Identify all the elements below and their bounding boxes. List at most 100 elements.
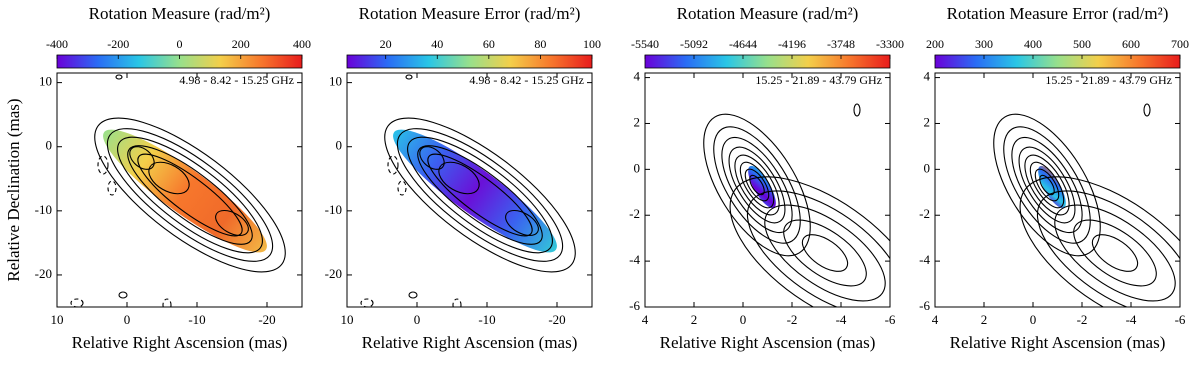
- contour: [1011, 136, 1083, 234]
- x-tick-label: -10: [188, 312, 205, 327]
- rm-region: [103, 129, 267, 253]
- y-tick-label: -10: [35, 202, 52, 217]
- y-tick-label: 4: [924, 69, 931, 84]
- colorbar: [934, 54, 1181, 69]
- panel-title: Rotation Measure (rad/m²): [677, 4, 859, 23]
- y-tick-label: 2: [634, 114, 641, 129]
- contour: [360, 298, 374, 307]
- x-axis-label: Relative Right Ascension (mas): [72, 333, 288, 352]
- colorbar: [644, 54, 891, 69]
- y-tick-label: -20: [325, 266, 342, 281]
- contour: [107, 180, 117, 196]
- y-tick-label: -10: [325, 202, 342, 217]
- x-axis-label: Relative Right Ascension (mas): [660, 333, 876, 352]
- colorbar-tick-label: 60: [483, 37, 495, 51]
- x-tick-label: 4: [932, 312, 939, 327]
- contour: [397, 180, 407, 196]
- contour: [117, 136, 263, 254]
- x-tick-label: 0: [414, 312, 421, 327]
- contour: [739, 161, 775, 209]
- y-tick-label: 10: [39, 74, 52, 89]
- y-tick-label: -2: [629, 206, 640, 221]
- contour: [1029, 161, 1065, 209]
- colorbar-tick-label: 600: [1122, 37, 1140, 51]
- contour: [162, 298, 172, 307]
- y-tick-label: 0: [634, 160, 641, 175]
- contour: [407, 136, 553, 254]
- contour: [215, 209, 249, 237]
- colorbar-tick-label: 700: [1171, 37, 1189, 51]
- contour: [744, 168, 770, 202]
- x-tick-label: -4: [1126, 312, 1137, 327]
- contour: [127, 145, 253, 245]
- contour: [94, 117, 286, 273]
- x-tick-label: 10: [51, 312, 64, 327]
- x-tick-label: 0: [740, 312, 747, 327]
- map: [703, 103, 890, 307]
- contour: [1019, 176, 1180, 307]
- contour: [452, 298, 462, 307]
- contour: [749, 174, 765, 196]
- contour: [408, 291, 418, 299]
- contour: [801, 234, 849, 272]
- contour: [853, 103, 861, 117]
- panel: Rotation Measure (rad/m²) -5540 -5092 -4644…: [629, 4, 904, 352]
- contour: [137, 153, 243, 237]
- colorbar-tick-label: 80: [534, 37, 546, 51]
- colorbar-tick-label: -3748: [827, 37, 855, 51]
- y-tick-label: 4: [634, 69, 641, 84]
- panel: Rotation Measure Error (rad/m²)200 300 400…: [919, 4, 1189, 352]
- colorbar-tick-label: -400: [46, 37, 68, 51]
- panel: Rotation Measure (rad/m²)-400 -200 0 200 400…: [4, 4, 311, 352]
- y-tick-label: 0: [46, 138, 53, 153]
- colorbar-tick-label: 400: [1024, 37, 1042, 51]
- colorbar-tick-label: -5540: [631, 37, 659, 51]
- y-tick-label: 10: [329, 74, 342, 89]
- colorbar-tick-label: -200: [107, 37, 129, 51]
- contour: [783, 219, 867, 287]
- plot-frame: [934, 72, 1181, 308]
- contour: [721, 136, 793, 234]
- contour: [115, 74, 123, 80]
- x-tick-label: -20: [258, 312, 275, 327]
- contour: [129, 146, 155, 170]
- map: [360, 74, 576, 307]
- y-axis-label: Relative Declination (mas): [4, 98, 23, 281]
- y-tick-label: -6: [919, 298, 930, 313]
- contour: [405, 74, 413, 80]
- panel-title: Rotation Measure Error (rad/m²): [359, 4, 581, 23]
- colorbar-tick-label: 400: [293, 37, 311, 51]
- frequency-annotation: 15.25 - 21.89 - 43.79 GHz: [1045, 73, 1172, 87]
- x-tick-label: -4: [836, 312, 847, 327]
- colorbar-tick-label: 100: [583, 37, 601, 51]
- contour: [729, 176, 890, 307]
- colorbar: [346, 54, 593, 69]
- contour: [438, 161, 480, 195]
- contour: [427, 153, 533, 237]
- x-axis-label: Relative Right Ascension (mas): [950, 333, 1166, 352]
- contour: [70, 298, 84, 307]
- map: [70, 74, 286, 307]
- colorbar-tick-label: 300: [975, 37, 993, 51]
- contour: [1143, 103, 1151, 117]
- x-tick-label: -6: [885, 312, 896, 327]
- colorbar-tick-label: -5092: [680, 37, 708, 51]
- frequency-annotation: 4.98 - 8.42 - 15.25 GHz: [179, 73, 294, 87]
- colorbar-tick-label: 0: [177, 37, 183, 51]
- x-axis-label: Relative Right Ascension (mas): [362, 333, 578, 352]
- contour: [728, 146, 786, 224]
- rm-region: [393, 129, 557, 253]
- plot-frame: [56, 72, 303, 308]
- contour: [746, 190, 890, 307]
- x-tick-label: -20: [548, 312, 565, 327]
- y-tick-label: -20: [35, 266, 52, 281]
- contour: [384, 117, 576, 273]
- colorbar-tick-label: 40: [431, 37, 443, 51]
- x-tick-label: -10: [478, 312, 495, 327]
- contour: [1073, 219, 1157, 287]
- contour: [1091, 234, 1139, 272]
- plot-frame: [346, 72, 593, 308]
- colorbar-tick-label: -4196: [778, 37, 806, 51]
- panel-title: Rotation Measure Error (rad/m²): [947, 4, 1169, 23]
